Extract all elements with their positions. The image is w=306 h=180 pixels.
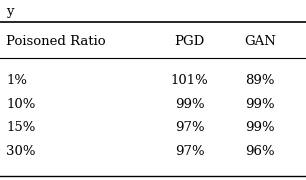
Text: 101%: 101%: [171, 75, 209, 87]
Text: Poisoned Ratio: Poisoned Ratio: [6, 35, 106, 48]
Text: GAN: GAN: [244, 35, 276, 48]
Text: 97%: 97%: [175, 145, 204, 158]
Text: y: y: [6, 5, 14, 18]
Text: 96%: 96%: [245, 145, 275, 158]
Text: 1%: 1%: [6, 75, 27, 87]
Text: PGD: PGD: [175, 35, 205, 48]
Text: 99%: 99%: [245, 121, 275, 134]
Text: 15%: 15%: [6, 121, 35, 134]
Text: 89%: 89%: [245, 75, 275, 87]
Text: 99%: 99%: [175, 98, 204, 111]
Text: 10%: 10%: [6, 98, 35, 111]
Text: 99%: 99%: [245, 98, 275, 111]
Text: 30%: 30%: [6, 145, 35, 158]
Text: 97%: 97%: [175, 121, 204, 134]
